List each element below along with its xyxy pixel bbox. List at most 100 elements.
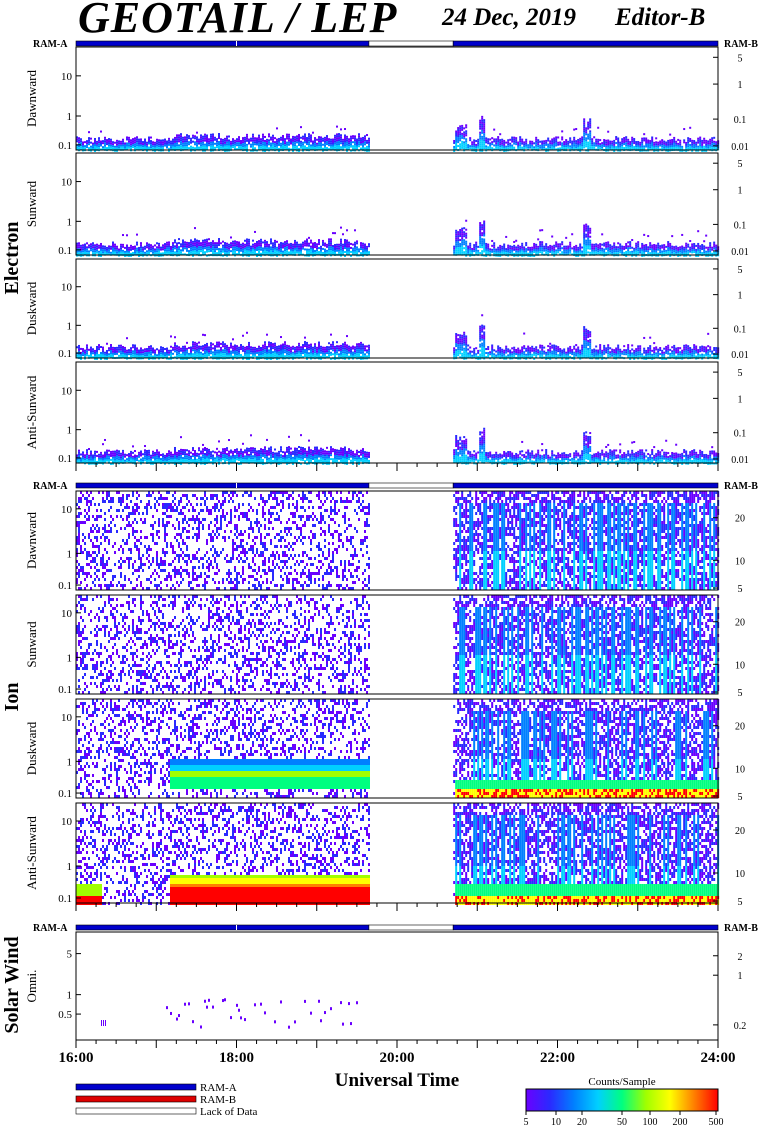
colorbar-tick-label: 10 bbox=[551, 1117, 561, 1128]
y-tick-label: 1 bbox=[67, 990, 73, 1002]
y2-tick-label: 1 bbox=[738, 186, 743, 197]
spectrogram-cells bbox=[76, 428, 719, 465]
colorbar-tick-label: 100 bbox=[643, 1117, 658, 1128]
colorbar-gradient bbox=[526, 1089, 718, 1111]
y2-tick-label: 20 bbox=[735, 514, 745, 525]
y-tick-label: 0.1 bbox=[58, 348, 72, 360]
y-tick-label: 1 bbox=[67, 320, 73, 332]
x-axis-label: Universal Time bbox=[335, 1070, 459, 1091]
ram-a-label: RAM-A bbox=[33, 923, 68, 934]
ram-a-segment bbox=[453, 41, 718, 46]
ion-status-bar: RAM-A RAM-B bbox=[33, 481, 758, 492]
colorbar-tick-label: 5 bbox=[524, 1117, 529, 1128]
y2-tick-label: 5 bbox=[738, 792, 743, 803]
y-tick-label: 1 bbox=[67, 216, 73, 228]
ram-a-segment bbox=[76, 41, 369, 46]
y-tick-label: 10 bbox=[61, 712, 73, 724]
y-tick-label: 0.1 bbox=[58, 893, 72, 905]
y-tick-label: 0.1 bbox=[58, 140, 72, 152]
ram-b-label: RAM-B bbox=[724, 923, 758, 934]
y-tick-label: 10 bbox=[61, 608, 73, 620]
y-tick-label: 10 bbox=[61, 177, 73, 189]
y-tick-label: 5 bbox=[67, 949, 73, 961]
legend-label-lack: Lack of Data bbox=[200, 1106, 258, 1118]
y2-tick-label: 10 bbox=[735, 764, 745, 775]
legend-label-ram-b: RAM-B bbox=[200, 1094, 236, 1106]
y-tick-label: 10 bbox=[61, 385, 73, 397]
panel-ylabel: Dawnward bbox=[24, 69, 39, 127]
ram-a-segment bbox=[76, 925, 369, 930]
x-tick-label: 18:00 bbox=[219, 1050, 254, 1066]
y2-tick-label: 0.2 bbox=[734, 1021, 747, 1032]
y2-tick-label: 0.1 bbox=[734, 429, 747, 440]
y-tick-label: 0.5 bbox=[58, 1009, 72, 1021]
spectrogram-cells bbox=[76, 699, 719, 798]
y2-tick-label: 20 bbox=[735, 722, 745, 733]
ram-b-label: RAM-B bbox=[724, 39, 758, 50]
colorbar-tick-label: 200 bbox=[673, 1117, 688, 1128]
spectrogram-cells bbox=[76, 491, 719, 590]
spectrogram-cells bbox=[76, 595, 719, 694]
y-tick-label: 1 bbox=[67, 425, 73, 437]
colorbar-title: Counts/Sample bbox=[588, 1076, 655, 1088]
y-tick-label: 1 bbox=[67, 548, 73, 560]
y2-tick-label: 20 bbox=[735, 826, 745, 837]
y2-tick-label: 2 bbox=[738, 952, 743, 963]
y2-tick-label: 1 bbox=[738, 971, 743, 982]
y2-tick-label: 5 bbox=[738, 368, 743, 379]
panel-ylabel: Omni. bbox=[24, 970, 39, 1003]
panel-ylabel: Sunward bbox=[24, 621, 39, 668]
electron-status-bar: RAM-A RAM-B bbox=[33, 39, 758, 50]
lack-of-data-segment bbox=[369, 41, 453, 46]
group-label-solar-wind: Solar Wind bbox=[1, 936, 23, 1033]
ram-a-segment bbox=[453, 925, 718, 930]
y2-tick-label: 5 bbox=[738, 688, 743, 699]
legend-swatch-ram-a bbox=[76, 1084, 196, 1090]
spectrogram-cells bbox=[76, 314, 719, 360]
y-tick-label: 1 bbox=[67, 111, 73, 123]
spectrogram-cells bbox=[76, 116, 719, 152]
y2-tick-label: 10 bbox=[735, 556, 745, 567]
panel-frame bbox=[76, 362, 718, 463]
panel-ylabel: Duskward bbox=[24, 721, 39, 775]
spectrogram-cells bbox=[76, 220, 719, 257]
group-label-electron: Electron bbox=[1, 222, 23, 295]
ram-a-label: RAM-A bbox=[33, 39, 68, 50]
panel-ylabel: Sunward bbox=[24, 180, 39, 227]
y2-tick-label: 5 bbox=[738, 159, 743, 170]
x-tick-label: 24:00 bbox=[701, 1050, 736, 1066]
ram-a-segment bbox=[453, 483, 718, 488]
y-tick-label: 0.1 bbox=[58, 580, 72, 592]
x-tick-label: 20:00 bbox=[380, 1050, 415, 1066]
panel-ylabel: Duskward bbox=[24, 281, 39, 335]
spectrogram-cells bbox=[76, 803, 719, 905]
lack-of-data-segment bbox=[369, 925, 453, 930]
y-tick-label: 10 bbox=[61, 282, 73, 294]
y2-tick-label: 5 bbox=[738, 265, 743, 276]
y-tick-label: 0.1 bbox=[58, 245, 72, 257]
panel-frame bbox=[76, 932, 718, 1040]
panel-ylabel: Anti-Sunward bbox=[24, 375, 39, 449]
panel-frame bbox=[76, 153, 718, 255]
y-tick-label: 0.1 bbox=[58, 453, 72, 465]
y-tick-label: 1 bbox=[67, 652, 73, 664]
y2-tick-label: 5 bbox=[738, 584, 743, 595]
colorbar-tick-label: 20 bbox=[577, 1117, 587, 1128]
panel-ylabel: Dawnward bbox=[24, 511, 39, 569]
y2-tick-label: 5 bbox=[738, 897, 743, 908]
y2-tick-label: 20 bbox=[735, 618, 745, 629]
legend-label-ram-a: RAM-A bbox=[200, 1082, 237, 1094]
y2-tick-label: 0.1 bbox=[734, 324, 747, 335]
spectrogram-cells bbox=[101, 998, 358, 1028]
y2-tick-label: 1 bbox=[738, 80, 743, 91]
y2-tick-label: 0.1 bbox=[734, 220, 747, 231]
